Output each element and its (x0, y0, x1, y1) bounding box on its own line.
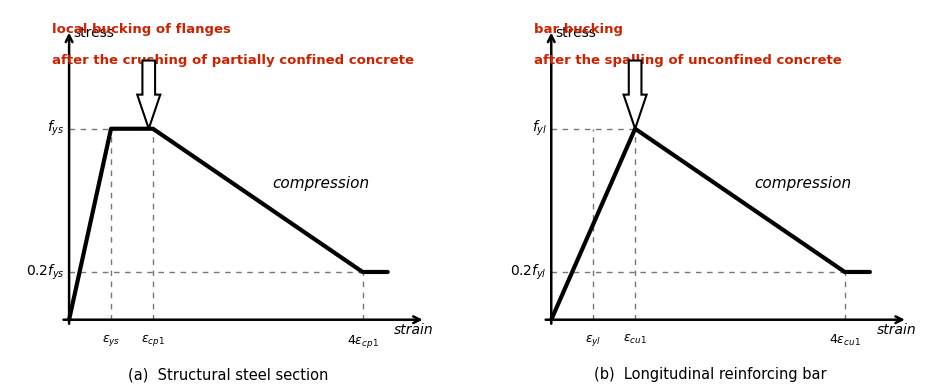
Text: strain: strain (876, 323, 916, 337)
Text: bar bucking: bar bucking (534, 23, 623, 36)
Text: $\varepsilon_{cp1}$: $\varepsilon_{cp1}$ (141, 333, 165, 348)
FancyArrow shape (137, 60, 161, 129)
Text: (b)  Longitudinal reinforcing bar: (b) Longitudinal reinforcing bar (594, 367, 827, 383)
Text: $\varepsilon_{cu1}$: $\varepsilon_{cu1}$ (623, 333, 647, 347)
Text: after the crushing of partially confined concrete: after the crushing of partially confined… (53, 54, 414, 67)
Text: (a)  Structural steel section: (a) Structural steel section (129, 367, 329, 383)
Text: stress: stress (556, 26, 596, 40)
Text: $0.2f_{yl}$: $0.2f_{yl}$ (511, 262, 547, 281)
Text: $\varepsilon_{ys}$: $\varepsilon_{ys}$ (101, 333, 120, 348)
Text: $f_{ys}$: $f_{ys}$ (47, 119, 65, 138)
Text: $f_{yl}$: $f_{yl}$ (531, 119, 547, 138)
Text: stress: stress (73, 26, 115, 40)
Text: $0.2f_{ys}$: $0.2f_{ys}$ (26, 262, 65, 281)
Text: $4\varepsilon_{cp1}$: $4\varepsilon_{cp1}$ (346, 333, 378, 350)
FancyArrow shape (623, 60, 647, 129)
Text: $\varepsilon_{yl}$: $\varepsilon_{yl}$ (585, 333, 601, 348)
Text: compression: compression (754, 176, 852, 191)
Text: local bucking of flanges: local bucking of flanges (53, 23, 231, 36)
Text: after the spalling of unconfined concrete: after the spalling of unconfined concret… (534, 54, 842, 67)
Text: strain: strain (394, 323, 434, 337)
Text: compression: compression (272, 176, 369, 191)
Text: $4\varepsilon_{cu1}$: $4\varepsilon_{cu1}$ (829, 333, 861, 348)
